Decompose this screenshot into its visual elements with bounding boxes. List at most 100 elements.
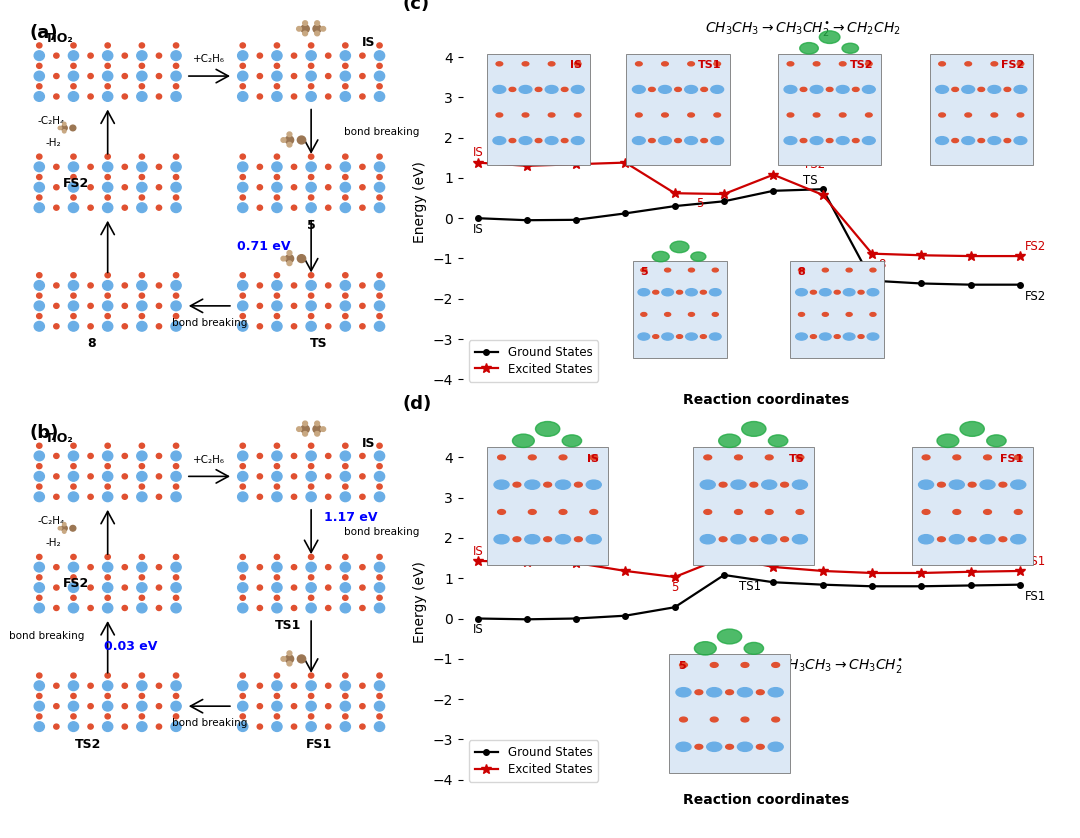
Circle shape bbox=[105, 84, 110, 89]
Circle shape bbox=[174, 195, 178, 200]
Circle shape bbox=[68, 701, 79, 711]
Circle shape bbox=[54, 453, 59, 458]
Circle shape bbox=[272, 562, 282, 572]
Circle shape bbox=[719, 537, 727, 541]
FancyBboxPatch shape bbox=[930, 54, 1032, 165]
Circle shape bbox=[240, 555, 245, 560]
Circle shape bbox=[139, 293, 145, 298]
Circle shape bbox=[137, 51, 147, 60]
Ground States bbox=[1013, 580, 1026, 590]
Ground States bbox=[471, 613, 484, 623]
Circle shape bbox=[87, 565, 93, 570]
Circle shape bbox=[297, 136, 306, 144]
Circle shape bbox=[342, 64, 348, 69]
Circle shape bbox=[704, 455, 712, 460]
Circle shape bbox=[272, 701, 282, 711]
Circle shape bbox=[937, 483, 945, 487]
Circle shape bbox=[87, 205, 93, 210]
Circle shape bbox=[731, 535, 746, 544]
Circle shape bbox=[340, 162, 350, 172]
Circle shape bbox=[360, 606, 365, 611]
Circle shape bbox=[688, 268, 694, 272]
Circle shape bbox=[54, 164, 59, 169]
Text: FS1: FS1 bbox=[1000, 454, 1023, 464]
Circle shape bbox=[240, 154, 245, 159]
Circle shape bbox=[285, 136, 294, 144]
Circle shape bbox=[274, 443, 280, 448]
Circle shape bbox=[62, 525, 67, 531]
Circle shape bbox=[292, 473, 297, 478]
Circle shape bbox=[822, 268, 828, 272]
Circle shape bbox=[257, 283, 262, 288]
Circle shape bbox=[171, 451, 181, 461]
Circle shape bbox=[1014, 85, 1027, 93]
Circle shape bbox=[157, 494, 162, 499]
Circle shape bbox=[309, 174, 314, 179]
Circle shape bbox=[834, 334, 840, 339]
Circle shape bbox=[377, 694, 382, 699]
Circle shape bbox=[509, 138, 516, 142]
Circle shape bbox=[761, 480, 777, 489]
Circle shape bbox=[71, 463, 76, 468]
Circle shape bbox=[238, 91, 247, 101]
Circle shape bbox=[836, 137, 849, 144]
Circle shape bbox=[325, 303, 330, 308]
Circle shape bbox=[340, 472, 350, 481]
Circle shape bbox=[137, 472, 147, 481]
Circle shape bbox=[768, 435, 787, 447]
Circle shape bbox=[325, 606, 330, 611]
Circle shape bbox=[103, 51, 112, 60]
Circle shape bbox=[238, 301, 247, 311]
Circle shape bbox=[652, 334, 659, 339]
Circle shape bbox=[257, 303, 262, 308]
X-axis label: Reaction coordinates: Reaction coordinates bbox=[683, 393, 849, 407]
Circle shape bbox=[744, 643, 764, 654]
Text: (d): (d) bbox=[402, 396, 431, 413]
Circle shape bbox=[772, 663, 780, 667]
Circle shape bbox=[257, 323, 262, 328]
Circle shape bbox=[122, 606, 127, 611]
Circle shape bbox=[867, 288, 879, 296]
Circle shape bbox=[652, 291, 659, 294]
Circle shape bbox=[492, 85, 505, 93]
Circle shape bbox=[309, 293, 314, 298]
Circle shape bbox=[340, 562, 350, 572]
Circle shape bbox=[325, 494, 330, 499]
Circle shape bbox=[852, 138, 859, 142]
Circle shape bbox=[137, 603, 147, 613]
Circle shape bbox=[54, 94, 59, 99]
Circle shape bbox=[87, 74, 93, 79]
Circle shape bbox=[694, 744, 703, 749]
Circle shape bbox=[238, 582, 247, 592]
Circle shape bbox=[272, 472, 282, 481]
Circle shape bbox=[984, 510, 991, 515]
Text: TS2: TS2 bbox=[850, 60, 873, 70]
Circle shape bbox=[756, 744, 765, 749]
Circle shape bbox=[292, 283, 297, 288]
Circle shape bbox=[122, 303, 127, 308]
Excited States bbox=[964, 566, 977, 577]
Circle shape bbox=[306, 451, 316, 461]
Circle shape bbox=[937, 434, 959, 447]
Circle shape bbox=[309, 272, 314, 277]
Circle shape bbox=[139, 154, 145, 159]
Circle shape bbox=[375, 203, 384, 213]
Circle shape bbox=[139, 84, 145, 89]
Circle shape bbox=[662, 288, 674, 296]
Circle shape bbox=[342, 714, 348, 719]
Circle shape bbox=[105, 293, 110, 298]
FancyBboxPatch shape bbox=[912, 447, 1032, 566]
FancyBboxPatch shape bbox=[487, 447, 608, 566]
Circle shape bbox=[35, 322, 44, 331]
Circle shape bbox=[240, 673, 245, 678]
Circle shape bbox=[846, 313, 852, 316]
Circle shape bbox=[105, 174, 110, 179]
Circle shape bbox=[35, 681, 44, 691]
Circle shape bbox=[935, 85, 948, 93]
Circle shape bbox=[35, 582, 44, 592]
Circle shape bbox=[122, 323, 127, 328]
Circle shape bbox=[297, 255, 306, 262]
Circle shape bbox=[105, 714, 110, 719]
Circle shape bbox=[54, 565, 59, 570]
Circle shape bbox=[62, 125, 67, 131]
